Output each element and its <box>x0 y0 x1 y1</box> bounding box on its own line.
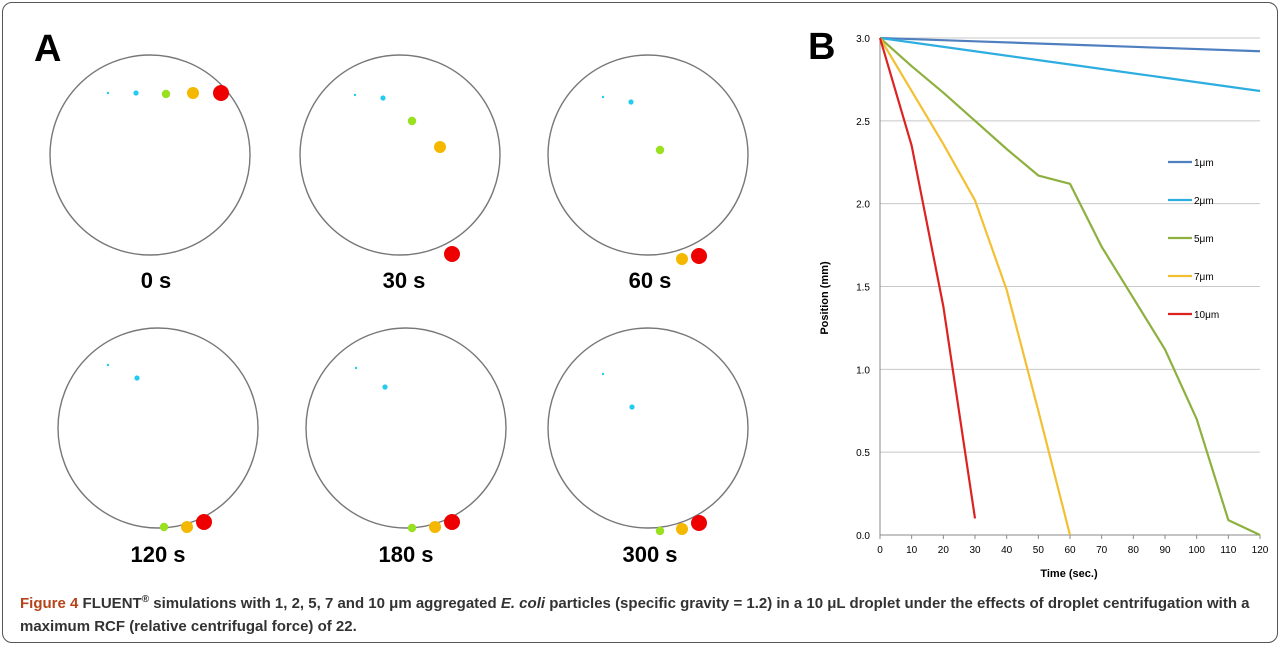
y-axis-label: Position (mm) <box>819 261 831 335</box>
x-tick-label: 40 <box>1001 545 1013 556</box>
x-tick-label: 30 <box>969 545 981 556</box>
y-tick-label: 2.5 <box>856 117 870 128</box>
particle-7um <box>676 523 688 535</box>
panel-a-label: A <box>34 28 62 70</box>
particle-1um <box>354 366 358 370</box>
x-tick-label: 0 <box>877 545 883 556</box>
droplet-outline <box>547 54 749 256</box>
y-tick-label: 3.0 <box>856 34 870 45</box>
particle-1um <box>601 372 605 376</box>
droplet-outline <box>299 54 501 256</box>
particle-5um <box>161 89 171 99</box>
series-line-10m <box>878 37 977 519</box>
figure-label: Figure 4 <box>20 595 79 612</box>
particle-10um <box>213 85 229 101</box>
particle-10um <box>691 248 707 264</box>
particle-2um <box>629 404 635 410</box>
y-tick-label: 1.5 <box>856 283 870 294</box>
time-label-30s: 30 s <box>382 268 426 293</box>
chart-grid <box>880 37 1260 453</box>
x-tick-label: 60 <box>1064 545 1076 556</box>
particle-7um <box>676 253 688 265</box>
droplet-0s <box>49 54 251 256</box>
droplet-outline <box>305 327 507 529</box>
y-tick-label: 2.0 <box>856 200 870 211</box>
position-time-chart: 0.0 0.5 1.0 1.5 2.0 2.5 3.0 0 10 20 30 40 50 60 70 80 9… <box>819 34 1269 580</box>
series-line-5m <box>879 37 1261 536</box>
legend-label: 1μm <box>1194 158 1214 169</box>
series-line-2m <box>879 36 1261 93</box>
chart-series <box>878 36 1261 536</box>
x-tick-label: 90 <box>1159 545 1171 556</box>
x-tick-label: 10 <box>906 545 918 556</box>
particle-10um <box>444 514 460 530</box>
legend-label: 2μm <box>1194 196 1214 207</box>
x-tick-label: 120 <box>1252 545 1269 556</box>
series-line-1m <box>879 36 1261 53</box>
caption-text-2: simulations with 1, 2, 5, 7 and 10 μm ag… <box>149 595 501 612</box>
droplet-outline <box>57 327 259 529</box>
caption-text-1: FLUENT <box>78 595 142 612</box>
particle-5um <box>655 145 665 155</box>
panel-b-label: B <box>808 26 836 68</box>
particle-1um <box>106 91 110 95</box>
droplet-60s <box>547 54 749 265</box>
particle-1um <box>353 93 357 97</box>
particle-5um <box>407 116 417 126</box>
caption-text-3: particles (specific gravity = 1.2) in a … <box>20 595 1250 635</box>
time-label-300s: 300 s <box>622 542 678 567</box>
particle-7um <box>187 87 199 99</box>
particle-7um <box>429 521 441 533</box>
chart-axes <box>879 38 1261 539</box>
particle-2um <box>134 375 140 381</box>
particle-10um <box>691 515 707 531</box>
time-label-0s: 0 s <box>140 268 172 293</box>
particle-10um <box>196 514 212 530</box>
particle-2um <box>133 90 139 96</box>
registered-mark: ® <box>141 594 150 605</box>
figure-caption: Figure 4 FLUENT® simulations with 1, 2, … <box>20 592 1265 638</box>
x-tick-label: 100 <box>1188 545 1205 556</box>
droplet-30s <box>299 54 501 262</box>
y-tick-label: 0.5 <box>856 448 870 459</box>
droplet-300s <box>547 327 749 536</box>
droplet-outline <box>49 54 251 256</box>
particle-1um <box>601 95 605 99</box>
y-tick-labels: 0.0 0.5 1.0 1.5 2.0 2.5 3.0 <box>856 34 870 542</box>
droplet-180s <box>305 327 507 533</box>
x-tick-label: 80 <box>1128 545 1140 556</box>
legend-label: 7μm <box>1194 272 1214 283</box>
droplet-120s <box>57 327 259 533</box>
time-label-180s: 180 s <box>378 542 434 567</box>
particle-2um <box>382 384 388 390</box>
y-tick-label: 0.0 <box>856 531 870 542</box>
particle-10um <box>444 246 460 262</box>
chart-legend: 1μm 2μm 5μm 7μm 10μm <box>1168 158 1219 321</box>
x-tick-label: 70 <box>1096 545 1108 556</box>
x-tick-label: 50 <box>1033 545 1045 556</box>
droplet-snapshots <box>49 54 749 536</box>
x-tick-label: 20 <box>938 545 950 556</box>
x-tick-labels: 0 10 20 30 40 50 60 70 80 90 100 110 120 <box>877 545 1269 556</box>
particle-5um <box>159 522 169 532</box>
species-name: E. coli <box>500 595 546 612</box>
y-tick-label: 1.0 <box>856 365 870 376</box>
particle-5um <box>655 526 665 536</box>
particle-2um <box>380 95 386 101</box>
particle-1um <box>106 363 110 367</box>
droplet-outline <box>547 327 749 529</box>
x-axis-label: Time (sec.) <box>1040 568 1098 580</box>
series-line-7m <box>879 37 1072 536</box>
x-tick-label: 110 <box>1220 545 1236 556</box>
particle-7um <box>434 141 446 153</box>
particle-2um <box>628 99 634 105</box>
time-label-120s: 120 s <box>130 542 186 567</box>
legend-label: 10μm <box>1194 310 1219 321</box>
legend-label: 5μm <box>1194 234 1214 245</box>
particle-5um <box>407 523 417 533</box>
time-label-60s: 60 s <box>628 268 672 293</box>
particle-7um <box>181 521 193 533</box>
